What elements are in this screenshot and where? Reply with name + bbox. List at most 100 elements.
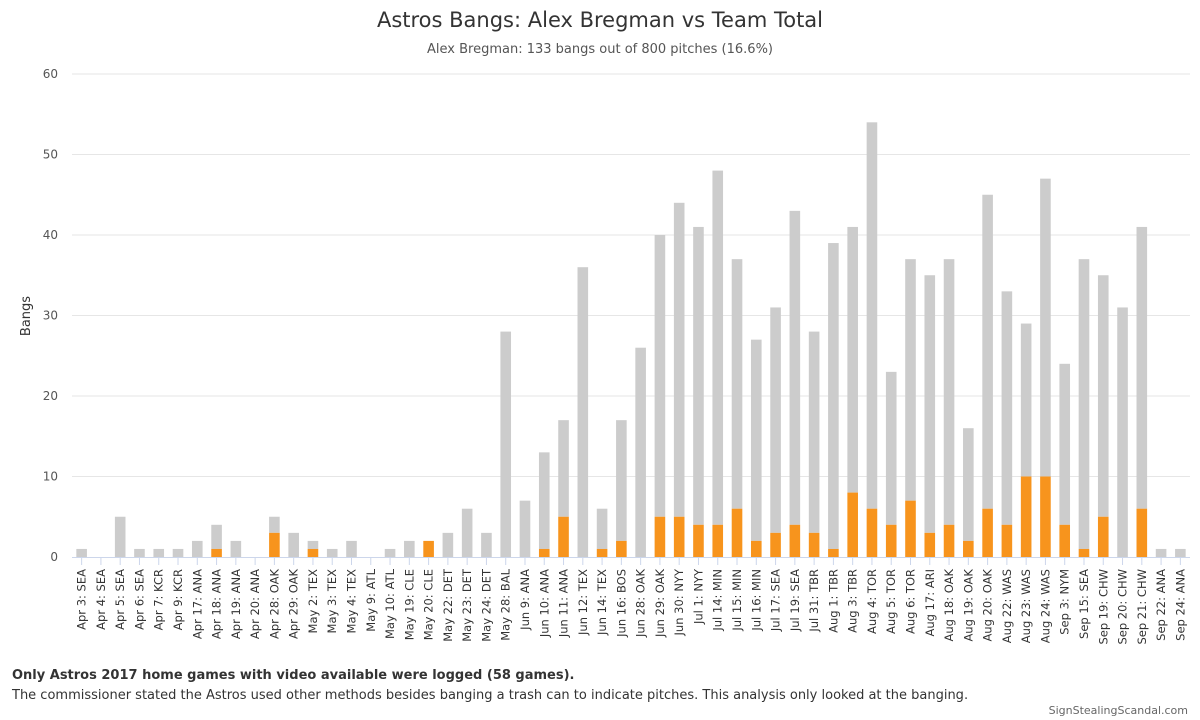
bar-bregman [905,500,916,557]
bar-team-total [905,259,916,501]
bar-bregman [1078,548,1090,557]
bar-bregman [211,548,222,557]
bar-bregman [828,548,839,557]
y-tick-label: 10 [43,470,58,484]
bar-bregman [269,532,280,557]
x-tick-label: Apr 19: ANA [229,569,243,639]
bar-team-total [789,210,801,525]
x-tick-label: Aug 22: WAS [1000,569,1014,643]
bar-team-total [731,259,743,509]
bar-bregman [847,492,858,557]
x-tick-label: May 23: DET [460,568,474,642]
bar-team-total [326,548,338,557]
bar-team-total [982,194,993,509]
x-tick-label: Aug 19: OAK [961,569,975,642]
x-tick-label: May 2: TEX [306,569,320,634]
bar-team-total [1117,307,1128,557]
x-tick-label: May 22: DET [441,568,455,642]
bar-bregman [307,548,319,557]
x-tick-label: Aug 4: TOR [865,569,879,634]
x-tick-label: Aug 6: TOR [904,569,918,634]
x-tick-label: Apr 28: OAK [267,569,281,639]
bar-bregman [616,540,627,557]
bar-team-total [1155,548,1167,557]
bar-team-total [596,508,608,549]
x-tick-label: Apr 29: OAK [287,569,301,639]
bar-team-total [616,420,627,541]
x-tick-label: Jun 30: NYY [672,568,686,636]
y-axis: 0 10 20 30 40 50 60 [43,67,58,564]
bar-bregman [538,548,550,557]
x-tick-label: May 9: ATL [364,568,378,631]
bar-bregman [673,516,685,557]
bar-team-total [538,452,550,549]
x-tick-label: Aug 17: ARI [923,569,937,637]
bar-team-total [1175,548,1186,557]
bar-bregman [731,508,743,557]
bar-team-total [963,428,974,541]
x-tick-label: Aug 1: TBR [826,569,840,633]
bar-team-total [404,540,415,557]
bar-bregman [654,516,666,557]
x-tick-label: Jul 19: SEA [788,569,802,632]
bar-bregman [1040,476,1051,557]
y-axis-title: Bangs [19,296,34,336]
bar-bregman [1059,524,1071,557]
x-tick-label: Jun 9: ANA [518,569,532,631]
x-tick-label: Aug 5: TOR [884,569,898,634]
bar-bregman [712,524,724,557]
bar-team-total [866,122,878,509]
x-tick-label: Apr 6: SEA [132,569,146,630]
x-tick-label: May 10: ATL [383,568,397,639]
bar-bregman [693,524,704,557]
x-tick-label: Aug 3: TBR [846,569,860,633]
x-tick-label: Jun 29: OAK [653,569,667,639]
bar-team-total [770,307,781,533]
x-tick-label: Jun 16: BOS [614,569,628,638]
bar-team-total [847,226,858,493]
bar-team-total [808,331,820,533]
bar-bregman [982,508,993,557]
bar-team-total [1078,259,1090,549]
y-tick-label: 20 [43,389,58,403]
bar-bregman [1020,476,1032,557]
bar-bregman [423,540,434,557]
bar-team-total [114,516,126,557]
y-tick-label: 40 [43,228,58,242]
x-tick-label: May 20: CLE [422,569,436,640]
x-tick-label: Jun 12: TEX [576,569,590,636]
bar-bregman [596,548,608,557]
bar-team-total [828,243,839,549]
bar-bregman [866,508,878,557]
y-tick-label: 30 [43,309,58,323]
bar-team-total [288,532,299,557]
bar-team-total [577,267,589,557]
bar-chart: Apr 3: SEA Apr 4: SEA Apr 5: SEA Apr 6: SEA… [19,67,1190,645]
bar-team-total [230,540,242,557]
bar-team-total [693,226,704,525]
x-tick-label: May 24: DET [479,568,493,642]
x-tick-label: Jul 16: MIN [749,569,763,632]
bar-bregman [924,532,936,557]
bar-team-total [346,540,357,557]
bar-team-total [134,548,145,557]
credit-link[interactable]: SignStealingScandal.com [1048,704,1188,717]
y-tick-label: 50 [43,148,58,162]
bar-team-total [461,508,473,557]
bar-team-total [885,371,897,525]
bar-team-total [269,516,280,533]
x-tick-label: Sep 15: SEA [1077,569,1091,639]
x-tick-label: Jul 17: SEA [769,569,783,632]
x-tick-label: May 28: BAL [499,568,513,640]
x-tick-label: Sep 24: ANA [1173,569,1187,641]
x-tick-label: Jul 15: MIN [730,569,744,632]
bar-team-total [1020,323,1032,477]
bar-bregman [1001,524,1013,557]
x-tick-label: Apr 17: ANA [190,569,204,639]
bar-team-total [307,540,319,549]
bar-team-total [172,548,184,557]
bar-team-total [519,500,531,557]
x-tick-label: May 19: CLE [402,569,416,640]
x-tick-label: Sep 21: CHW [1135,569,1149,645]
bar-team-total [211,524,222,549]
